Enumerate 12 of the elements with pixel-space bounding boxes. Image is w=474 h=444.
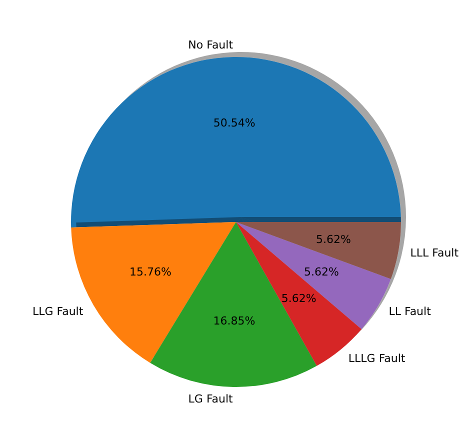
slice-label: LLLG Fault [348,352,406,366]
slice-label: LG Fault [188,392,234,406]
data-label: 16.85% [213,314,256,328]
data-label: 5.62% [281,292,316,305]
data-label: 5.62% [304,266,339,279]
slice-label: No Fault [188,38,234,52]
slice-label: LLG Fault [32,304,84,318]
data-label: 5.62% [316,232,351,246]
data-label: 50.54% [213,116,256,130]
data-label: 15.76% [130,265,172,278]
slice-label: LLL Fault [410,246,460,260]
slice-label: LL Fault [388,304,432,318]
